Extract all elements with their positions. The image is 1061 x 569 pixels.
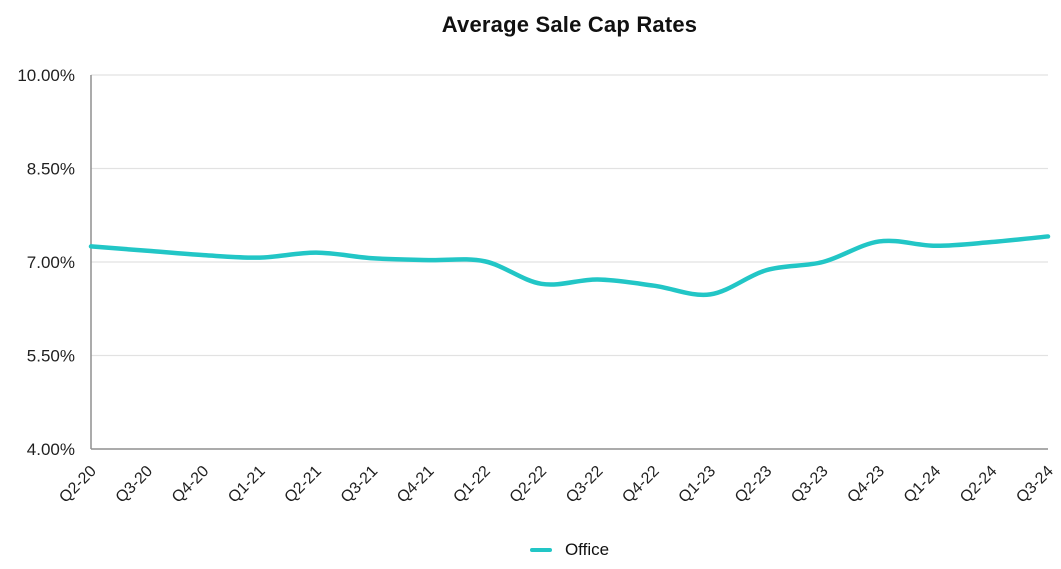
chart-legend: Office	[91, 540, 1048, 560]
y-tick-label: 7.00%	[27, 253, 75, 272]
cap-rates-line-chart: 4.00% 5.50% 7.00% 8.50% 10.00% Q2-20 Q3-20 Q4-2…	[17, 66, 1057, 507]
x-tick-label: Q2-22	[507, 463, 551, 507]
office-series-swatch	[529, 547, 552, 553]
x-tick-label: Q2-20	[56, 463, 100, 507]
office-series-label: Office	[564, 540, 610, 559]
x-tick-label: Q2-24	[957, 463, 1001, 507]
x-tick-label: Q1-21	[225, 463, 269, 507]
x-tick-label: Q2-23	[732, 463, 776, 507]
x-tick-label: Q4-20	[169, 463, 213, 507]
x-tick-label: Q3-24	[1013, 463, 1057, 507]
x-tick-label: Q3-21	[338, 463, 382, 507]
x-tick-label: Q3-20	[113, 463, 157, 507]
x-tick-label: Q1-23	[676, 463, 720, 507]
x-tick-label: Q3-22	[563, 463, 607, 507]
x-tick-label: Q4-22	[619, 463, 663, 507]
chart-title: Average Sale Cap Rates	[441, 12, 698, 37]
x-tick-label: Q3-23	[788, 463, 832, 507]
y-tick-label: 5.50%	[27, 347, 75, 366]
x-tick-label: Q1-22	[450, 463, 494, 507]
x-tick-label: Q4-23	[844, 463, 888, 507]
office-series-line	[88, 234, 1051, 298]
x-tick-label: Q2-21	[282, 463, 326, 507]
y-tick-label: 8.50%	[27, 160, 75, 179]
y-tick-label: 10.00%	[17, 66, 75, 85]
y-tick-label: 4.00%	[27, 440, 75, 459]
x-tick-label: Q4-21	[394, 463, 438, 507]
x-tick-label: Q1-24	[901, 463, 945, 507]
